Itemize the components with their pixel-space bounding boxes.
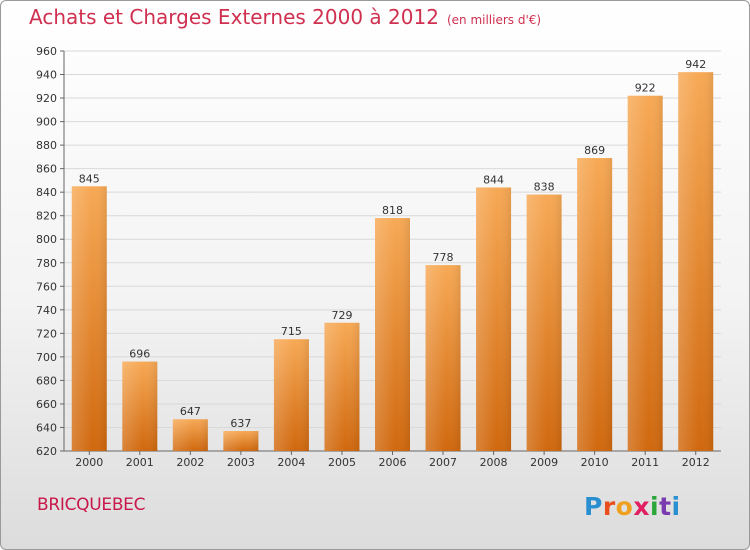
labels: 620 640 660 680 700 720 740 760 780 800 820 840 860 8…: [36, 45, 710, 469]
bar-shade-2010: [577, 158, 613, 451]
value-label-2012: 942: [685, 58, 706, 71]
chart-title-text: Achats et Charges Externes 2000 à 2012: [29, 5, 439, 29]
y-tick-label: 960: [36, 45, 57, 58]
proxiti-logo: Proxiti: [584, 492, 681, 521]
bar-shade-2003: [223, 431, 259, 451]
x-tick-label-2004: 2004: [277, 456, 305, 469]
value-label-2000: 845: [79, 172, 100, 185]
city-name: BRICQUEBEC: [37, 495, 146, 515]
x-tick-label-2011: 2011: [631, 456, 659, 469]
y-tick-label: 740: [36, 304, 57, 317]
value-label-2004: 715: [281, 325, 302, 338]
y-tick-label: 640: [36, 421, 57, 434]
y-tick-label: 880: [36, 139, 57, 152]
value-label-2011: 922: [635, 82, 656, 95]
y-tick-label: 820: [36, 210, 57, 223]
x-tick-label-2012: 2012: [682, 456, 710, 469]
bar-shade-2012: [678, 72, 714, 452]
x-tick-label-2007: 2007: [429, 456, 457, 469]
value-label-2003: 637: [230, 417, 251, 430]
y-tick-label: 780: [36, 257, 57, 270]
y-tick-label: 940: [36, 69, 57, 82]
value-label-2002: 647: [180, 405, 201, 418]
value-label-2006: 818: [382, 204, 403, 217]
chart-subtitle: (en milliers d'€): [446, 13, 542, 27]
y-tick-label: 620: [36, 445, 57, 458]
x-tick-label-2001: 2001: [126, 456, 154, 469]
value-label-2009: 838: [534, 181, 555, 194]
value-label-2001: 696: [129, 348, 150, 361]
value-label-2008: 844: [483, 173, 504, 186]
x-tick-label-2005: 2005: [328, 456, 356, 469]
x-tick-label-2003: 2003: [227, 456, 255, 469]
bar-shade-2000: [71, 186, 107, 451]
bar-shade-2009: [526, 194, 562, 451]
x-tick-label-2000: 2000: [75, 456, 103, 469]
x-tick-label-2002: 2002: [176, 456, 204, 469]
bar-shade-2011: [627, 95, 663, 452]
y-tick-label: 840: [36, 186, 57, 199]
y-tick-label: 800: [36, 233, 57, 246]
x-tick-label-2008: 2008: [480, 456, 508, 469]
bar-shade-2007: [425, 265, 461, 451]
bar-shade-2001: [122, 361, 158, 451]
value-label-2007: 778: [433, 251, 454, 264]
bar-shade-2008: [476, 187, 512, 451]
y-tick-label: 860: [36, 163, 57, 176]
y-tick-label: 700: [36, 351, 57, 364]
y-tick-label: 760: [36, 280, 57, 293]
bar-shade-2005: [324, 322, 360, 451]
x-tick-label-2010: 2010: [581, 456, 609, 469]
bars: [71, 72, 714, 452]
x-tick-label-2006: 2006: [379, 456, 407, 469]
bar-shade-2004: [273, 339, 309, 451]
y-tick-label: 720: [36, 327, 57, 340]
chart-title: Achats et Charges Externes 2000 à 2012 (e…: [29, 5, 541, 29]
x-tick-label-2009: 2009: [530, 456, 558, 469]
bar-shade-2006: [375, 218, 410, 451]
y-tick-label: 920: [36, 92, 57, 105]
y-tick-label: 900: [36, 116, 57, 129]
value-label-2005: 729: [331, 309, 352, 322]
value-label-2010: 869: [584, 144, 605, 157]
y-tick-label: 680: [36, 374, 57, 387]
y-tick-label: 660: [36, 398, 57, 411]
bar-shade-2002: [172, 419, 208, 451]
